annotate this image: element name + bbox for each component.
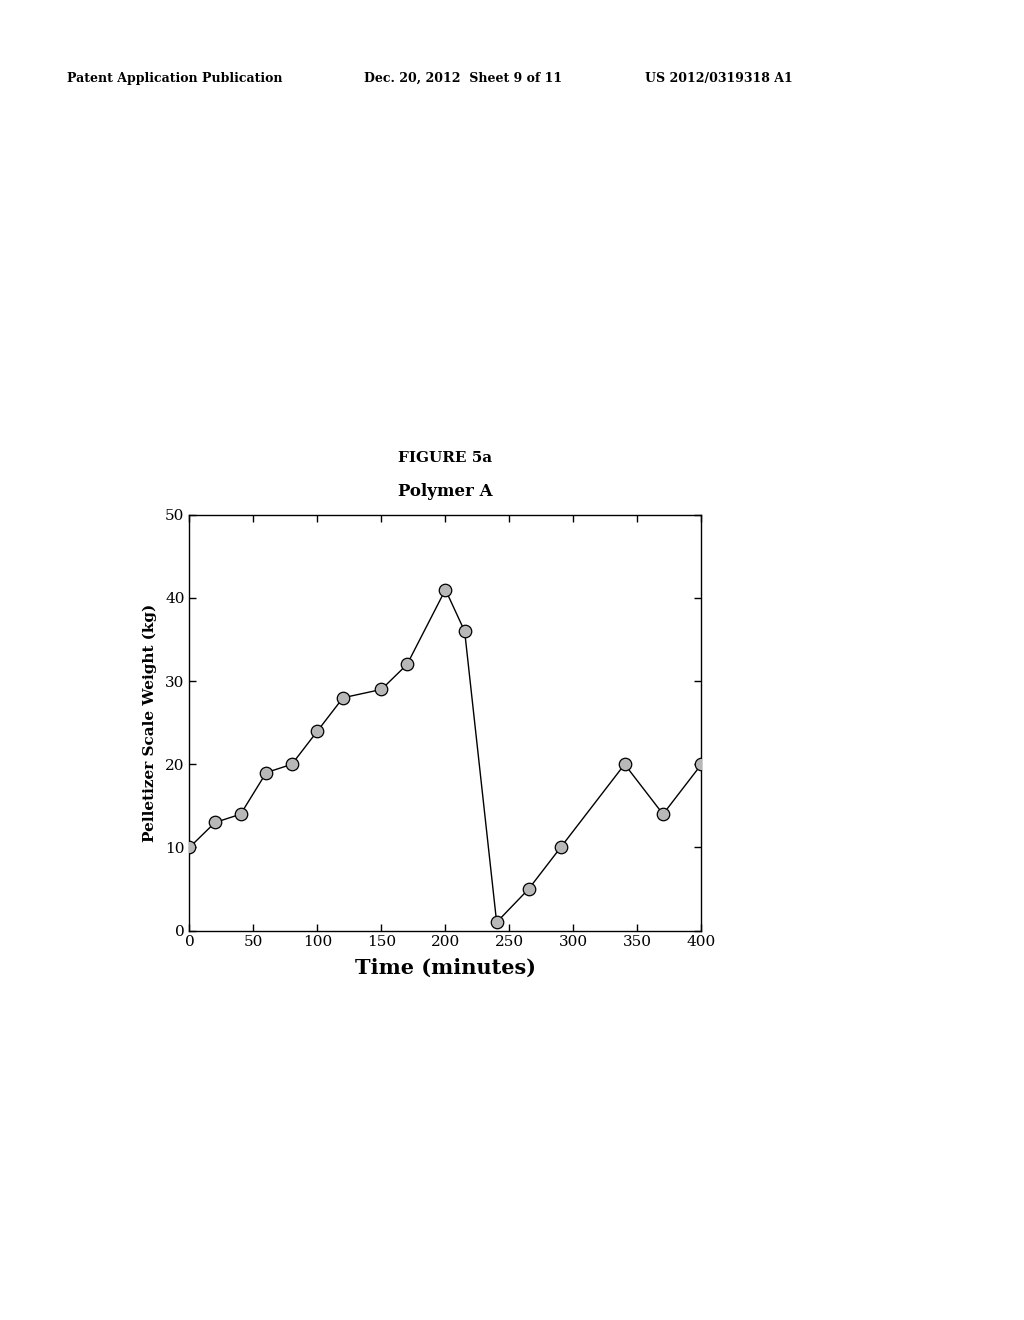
Text: Polymer A: Polymer A bbox=[398, 483, 493, 500]
Text: US 2012/0319318 A1: US 2012/0319318 A1 bbox=[645, 71, 793, 84]
Text: Patent Application Publication: Patent Application Publication bbox=[67, 71, 282, 84]
X-axis label: Time (minutes): Time (minutes) bbox=[355, 958, 536, 978]
Text: Dec. 20, 2012  Sheet 9 of 11: Dec. 20, 2012 Sheet 9 of 11 bbox=[364, 71, 561, 84]
Text: FIGURE 5a: FIGURE 5a bbox=[398, 451, 493, 465]
Y-axis label: Pelletizer Scale Weight (kg): Pelletizer Scale Weight (kg) bbox=[142, 603, 157, 842]
